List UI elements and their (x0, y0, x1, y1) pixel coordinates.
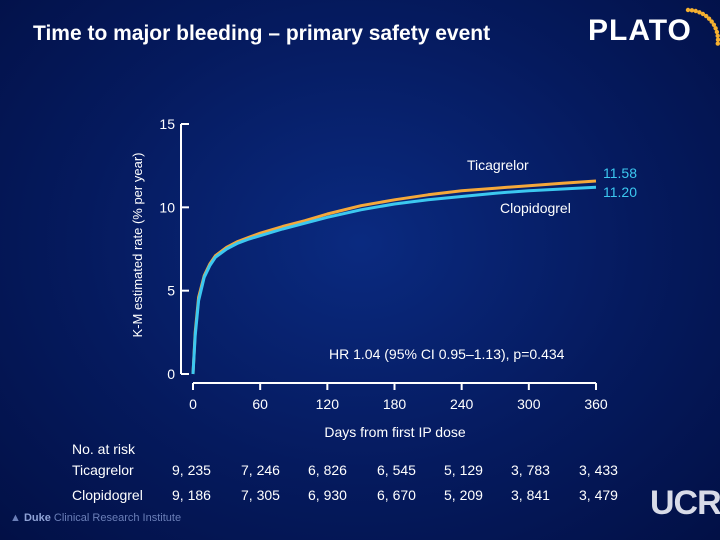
x-tick-label: 360 (584, 396, 608, 412)
logo-dot (715, 37, 720, 42)
duke-shield-icon: ▲ (10, 512, 21, 524)
footer-org: ▲ Duke Clinical Research Institute (10, 512, 182, 524)
series-label-ticagrelor: Ticagrelor (467, 157, 529, 173)
series-label-clopidogrel: Clopidogrel (500, 200, 571, 216)
logo-dot (704, 13, 709, 19)
logo-dot (689, 8, 695, 13)
logo-dot (693, 8, 698, 14)
y-tick-label: 5 (167, 283, 175, 299)
risk-cell: 6, 930 (308, 487, 347, 503)
plato-logo: PLATO (588, 14, 692, 47)
risk-cell: 9, 186 (172, 487, 211, 503)
logo-dot (714, 29, 720, 35)
risk-cell: 6, 545 (377, 462, 416, 478)
x-tick-label: 0 (189, 396, 197, 412)
x-tick-label: 60 (252, 396, 268, 412)
x-tick-label: 240 (450, 396, 474, 412)
x-tick-label: 300 (517, 396, 541, 412)
logo-dot (713, 26, 718, 31)
risk-cell: 6, 826 (308, 462, 347, 478)
risk-cell: 7, 246 (241, 462, 280, 478)
risk-cell: 6, 670 (377, 487, 416, 503)
x-tick-label: 180 (383, 396, 407, 412)
y-tick-label: 0 (167, 366, 175, 382)
y-tick-label: 15 (159, 116, 175, 132)
risk-table-header: No. at risk (72, 441, 136, 457)
x-axis-title: Days from first IP dose (324, 424, 466, 440)
y-axis-title: K-M estimated rate (% per year) (130, 153, 145, 338)
hazard-ratio-annotation: HR 1.04 (95% CI 0.95–1.13), p=0.434 (329, 346, 565, 362)
logo-dots-decoration (685, 7, 720, 46)
page-title: Time to major bleeding – primary safety … (33, 22, 491, 45)
risk-row-label: Clopidogrel (72, 487, 143, 503)
logo-dot (709, 19, 714, 24)
chart-axes: 0 5 10 15 0 60 120 180 240 300 360 (159, 7, 720, 412)
risk-row-label: Ticagrelor (72, 462, 134, 478)
logo-dot (697, 10, 702, 15)
chart-series (191, 179, 597, 375)
end-value-clopidogrel: 11.20 (603, 184, 637, 200)
risk-cell: 3, 783 (511, 462, 550, 478)
chart-labels: Days from first IP dose K-M estimated rat… (130, 153, 637, 440)
logo-dot (700, 11, 706, 17)
end-value-ticagrelor: 11.58 (603, 165, 637, 181)
y-tick-label: 10 (159, 199, 175, 215)
logo-dot (715, 33, 720, 38)
logo-dot (685, 7, 691, 13)
logo-dot (715, 41, 720, 46)
risk-cell: 3, 841 (511, 487, 550, 503)
logo-dot (706, 16, 712, 21)
risk-cell: 5, 209 (444, 487, 483, 503)
risk-cell: 3, 433 (579, 462, 618, 478)
risk-cell: 7, 305 (241, 487, 280, 503)
risk-cell: 5, 129 (444, 462, 483, 478)
risk-cell: 9, 235 (172, 462, 211, 478)
series-line-clopidogrel (191, 185, 597, 375)
logo-dot (711, 22, 717, 27)
x-tick-label: 120 (316, 396, 340, 412)
ucr-logo: UCR (650, 484, 720, 522)
risk-cell: 3, 479 (579, 487, 618, 503)
